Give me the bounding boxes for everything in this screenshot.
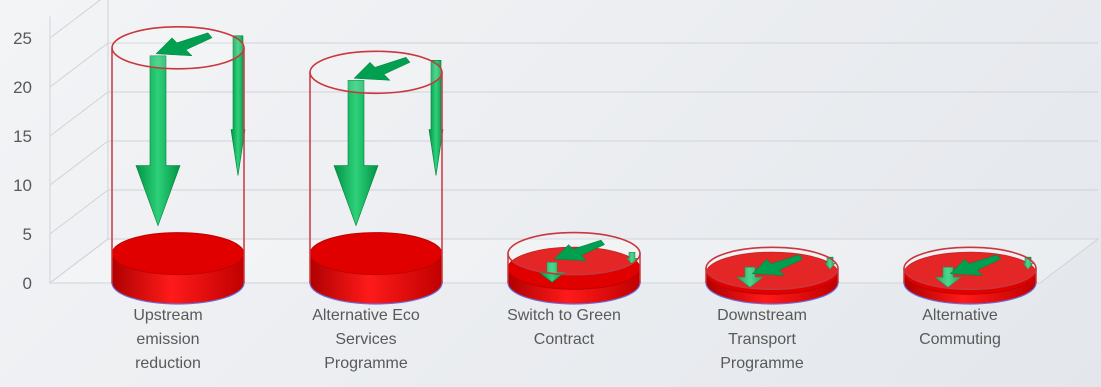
category-label-line: Programme	[324, 355, 408, 372]
gridline-side	[49, 140, 109, 186]
bar-4	[705, 246, 839, 305]
category-label-line: Alternative Eco	[312, 307, 420, 324]
category-label: Alternative Eco Services Programme	[312, 307, 420, 372]
down-arrow	[333, 80, 379, 227]
y-tick-label: 25	[13, 29, 32, 48]
inner-cylinder-base	[903, 282, 1037, 305]
category-labels: Upstream emission reduction Alternative Eco…	[133, 307, 1001, 372]
side-arrow	[428, 59, 444, 176]
y-axis: 0 5 10 15 20 25	[13, 29, 32, 293]
inner-cylinder-top	[309, 232, 443, 276]
category-label: Downstream Transport Programme	[717, 307, 807, 372]
gridline-side	[49, 91, 109, 137]
inner-cylinder-top	[111, 232, 245, 276]
gridline-side	[49, 42, 109, 88]
inner-cylinder-base	[705, 282, 839, 305]
down-arrow	[934, 266, 962, 288]
category-label: Switch to Green Contract	[507, 307, 621, 348]
inner-cylinder-base	[507, 282, 641, 305]
category-label-line: Alternative	[922, 307, 998, 324]
bar-3	[507, 231, 641, 305]
category-label-line: Commuting	[919, 331, 1001, 348]
top-arrow	[155, 32, 213, 57]
category-label-line: Contract	[534, 331, 595, 348]
top-arrow	[949, 254, 1001, 276]
bar-5	[903, 246, 1037, 305]
inner-cylinder-base	[309, 282, 443, 305]
category-label-line: emission	[136, 331, 199, 348]
gridline-side	[49, 0, 101, 39]
category-label: Alternative Commuting	[919, 307, 1001, 348]
gridline-side	[49, 189, 109, 235]
y-tick-label: 5	[23, 225, 32, 244]
top-arrow	[353, 57, 411, 81]
category-label-line: Programme	[720, 355, 804, 372]
y-tick-label: 0	[23, 274, 32, 293]
inner-cylinder-base	[111, 282, 245, 305]
down-arrow	[736, 266, 764, 288]
y-tick-label: 10	[13, 176, 32, 195]
top-arrow	[751, 254, 803, 276]
category-label-line: Downstream	[717, 307, 807, 324]
category-label-line: Upstream	[133, 307, 202, 324]
bar-2	[309, 50, 444, 305]
y-tick-label: 15	[13, 127, 32, 146]
y-tick-label: 20	[13, 78, 32, 97]
category-label: Upstream emission reduction	[133, 307, 202, 372]
bar-1	[111, 25, 246, 305]
category-label-line: Services	[335, 331, 396, 348]
down-arrow	[135, 55, 181, 227]
category-label-line: reduction	[135, 355, 201, 372]
top-arrow	[553, 239, 605, 262]
category-label-line: Switch to Green	[507, 307, 621, 324]
category-label-line: Transport	[728, 331, 796, 348]
bars	[111, 25, 1037, 305]
